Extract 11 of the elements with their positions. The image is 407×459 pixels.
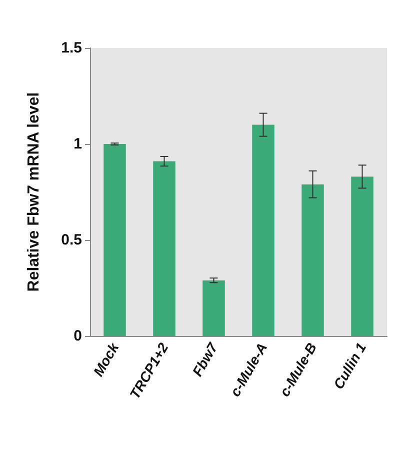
bar	[302, 184, 324, 336]
y-tick-label: 1	[74, 136, 82, 152]
bar	[202, 280, 225, 336]
bar	[351, 176, 374, 336]
y-axis-title: Relative Fbw7 mRNA level	[26, 92, 42, 292]
y-tick-label: 0	[74, 328, 82, 344]
y-tick-label: 1.5	[61, 40, 82, 56]
bar	[153, 161, 176, 336]
bar	[252, 124, 274, 336]
y-tick-label: 0.5	[61, 232, 82, 248]
bar	[104, 144, 126, 336]
